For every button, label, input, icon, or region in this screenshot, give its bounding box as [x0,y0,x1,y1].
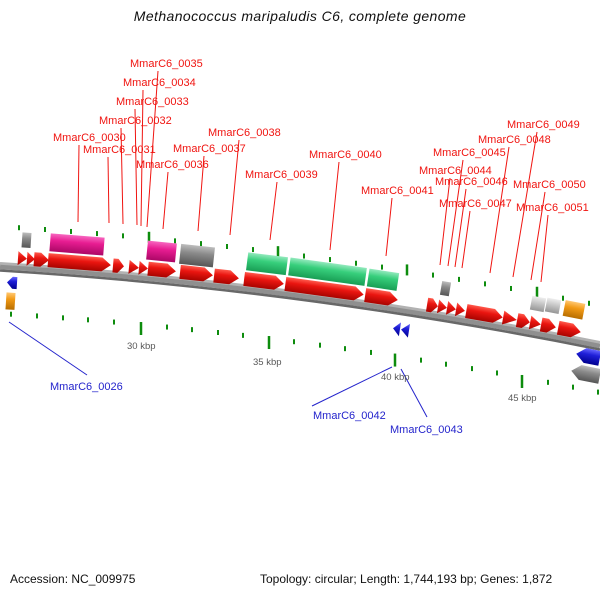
gene-label[interactable]: MmarC6_0050 [513,179,586,191]
scale-label: 30 kbp [127,341,156,352]
gene-label[interactable]: MmarC6_0030 [53,132,126,144]
gene-shape[interactable] [454,302,466,317]
callout-line [140,89,144,227]
gene-shape[interactable] [5,292,16,310]
gene-shape[interactable] [243,272,284,291]
gene-shape[interactable] [138,260,148,276]
gene-shape[interactable] [49,233,105,256]
gene-shape[interactable] [366,268,400,291]
gene-shape[interactable] [515,313,531,329]
callout-line [454,188,467,268]
scale-label: 45 kbp [508,393,537,404]
callout-line [329,161,340,251]
gene-shape[interactable] [439,280,452,297]
gene-label[interactable]: MmarC6_0043 [390,424,463,436]
gene-label[interactable]: MmarC6_0048 [478,134,551,146]
callout-line [77,144,80,223]
gene-label[interactable]: MmarC6_0036 [136,159,209,171]
gene-label[interactable]: MmarC6_0032 [99,115,172,127]
callout-line [146,70,159,228]
callout-line [8,321,88,376]
gene-shape[interactable] [21,232,32,249]
gene-shape[interactable] [33,252,50,267]
gene-shape[interactable] [544,297,562,314]
callout-line [385,197,393,257]
gene-shape[interactable] [7,276,18,290]
gene-shape[interactable] [128,259,139,275]
topology-stats-text: Topology: circular; Length: 1,744,193 bp… [260,572,553,586]
callout-line [540,214,549,283]
gene-shape[interactable] [436,299,448,314]
callout-line [489,146,510,274]
callout-line [311,366,393,407]
gene-shape[interactable] [17,251,28,266]
gene-shape[interactable] [213,268,239,286]
gene-shape[interactable] [146,240,177,263]
gene-label[interactable]: MmarC6_0026 [50,381,123,393]
gene-shape[interactable] [288,257,367,286]
callout-line [120,127,124,225]
gene-label[interactable]: MmarC6_0038 [208,127,281,139]
gene-label[interactable]: MmarC6_0044 [419,165,492,177]
gene-shape[interactable] [364,288,399,307]
gene-shape[interactable] [246,252,288,276]
gene-shape[interactable] [26,251,36,267]
gene-shape[interactable] [445,300,457,316]
gene-label[interactable]: MmarC6_0049 [507,119,580,131]
gene-label[interactable]: MmarC6_0042 [313,410,386,422]
gene-shape[interactable] [392,321,402,337]
callout-line [461,210,471,269]
gene-label[interactable]: MmarC6_0031 [83,144,156,156]
gene-label[interactable]: MmarC6_0046 [435,176,508,188]
gene-shape[interactable] [501,310,518,327]
callout-line [439,177,451,266]
scale-label: 35 kbp [253,357,282,368]
gene-shape[interactable] [539,317,557,335]
gene-shape[interactable] [179,243,215,268]
callout-line [107,156,110,224]
callout-line [269,181,278,241]
gene-shape[interactable] [528,315,542,332]
gene-shape[interactable] [562,300,586,320]
callout-line [162,171,169,230]
genome-title: Methanococcus maripaludis C6, complete g… [133,8,467,24]
gene-label[interactable]: MmarC6_0035 [130,58,203,70]
callout-line [229,139,240,236]
gene-shape[interactable] [284,276,364,302]
backbone-arc [0,264,600,349]
gene-shape[interactable] [112,258,124,273]
scale-label: 40 kbp [381,372,410,383]
gene-shape[interactable] [465,304,504,324]
gene-label[interactable]: MmarC6_0034 [123,77,196,89]
gene-shape[interactable] [179,264,213,282]
gene-label[interactable]: MmarC6_0039 [245,169,318,181]
gene-shape[interactable] [529,295,547,313]
gene-label[interactable]: MmarC6_0045 [433,147,506,159]
callout-line [400,368,428,418]
gene-shape[interactable] [47,253,112,272]
gene-label[interactable]: MmarC6_0051 [516,202,589,214]
gene-shape[interactable] [425,297,439,314]
gene-label[interactable]: MmarC6_0033 [116,96,189,108]
gene-shape[interactable] [575,346,600,366]
callout-line [530,191,546,281]
callout-line [134,108,138,226]
gene-shape[interactable] [400,323,411,338]
accession-text: Accession: NC_009975 [10,572,136,586]
gene-label[interactable]: MmarC6_0037 [173,143,246,155]
gene-shape[interactable] [570,363,600,384]
callout-line [512,131,538,278]
backbone-arc [0,269,600,351]
gene-label[interactable]: MmarC6_0047 [439,198,512,210]
gene-label[interactable]: MmarC6_0041 [361,185,434,197]
callout-line [197,155,205,232]
gene-shape[interactable] [147,261,176,279]
gene-shape[interactable] [556,320,582,339]
callout-line [447,159,464,267]
gene-label[interactable]: MmarC6_0040 [309,149,382,161]
